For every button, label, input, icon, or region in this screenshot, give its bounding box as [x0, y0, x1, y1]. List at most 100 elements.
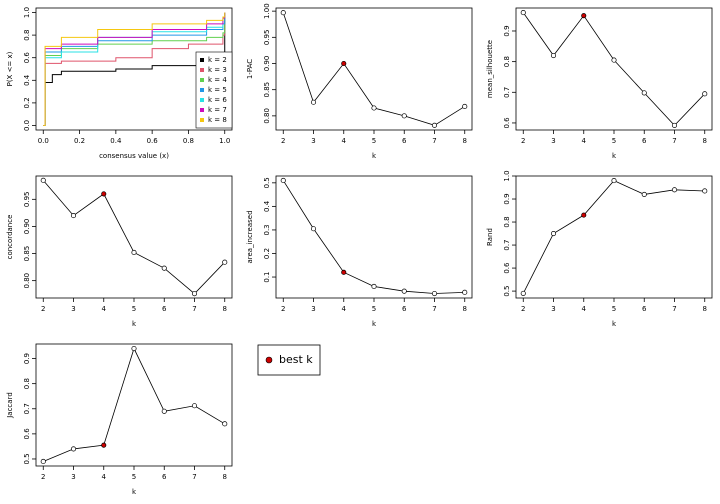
metric-line [282, 180, 465, 294]
x-axis-label: consensus value (x) [99, 152, 169, 160]
point [70, 446, 77, 452]
panel: 2 3 4 5 6 7 8 0.5 0.6 0.7 0.8 0.9 k Jaccard [6, 343, 233, 496]
y-tick-label: 0.8 [23, 30, 31, 41]
legend-label: k = 2 [208, 56, 227, 64]
point [131, 345, 137, 352]
point [401, 288, 407, 294]
metric-line [522, 12, 706, 126]
x-tick-label: 4 [342, 137, 347, 145]
legend-label: k = 3 [208, 66, 227, 74]
point [520, 290, 526, 296]
y-tick-label: 0.5 [503, 286, 511, 297]
point [371, 283, 377, 290]
x-axis-label: k [372, 152, 377, 160]
point [671, 122, 678, 128]
legend-label: best k [279, 353, 313, 366]
x-tick-label: 6 [162, 305, 167, 313]
x-tick-label: 0.6 [147, 137, 159, 145]
x-tick-label: 8 [703, 305, 707, 313]
y-tick-label: 0.8 [503, 56, 511, 67]
x-tick-label: 5 [372, 305, 376, 313]
best-point [341, 269, 347, 275]
best-point [101, 191, 107, 197]
ecdf-line [43, 12, 226, 126]
point [70, 213, 77, 219]
x-tick-label: 7 [672, 305, 676, 313]
y-tick-label: 0.2 [263, 248, 271, 259]
point [611, 57, 617, 63]
x-tick-label: 7 [672, 137, 676, 145]
x-tick-label: 8 [463, 137, 467, 145]
point [671, 187, 678, 193]
legend-swatch [200, 58, 204, 62]
point [161, 265, 167, 271]
x-tick-label: 2 [41, 473, 45, 481]
y-tick-label: 0.7 [503, 87, 511, 98]
x-tick-label: 0.4 [110, 137, 122, 145]
y-tick-label: 0.5 [263, 177, 271, 188]
x-tick-label: 3 [551, 305, 555, 313]
point [641, 191, 647, 197]
ecdf-line [43, 12, 226, 126]
x-tick-label: 4 [102, 305, 107, 313]
best-point [581, 13, 587, 19]
metric-line [43, 347, 225, 462]
legend-label: k = 4 [208, 76, 227, 84]
best-point [581, 212, 587, 218]
y-tick-label: 0.85 [263, 82, 271, 98]
point [280, 177, 286, 184]
point [40, 177, 46, 183]
y-tick-label: 0.90 [263, 56, 271, 72]
plot-frame [275, 175, 473, 299]
y-tick-label: 0.1 [263, 271, 271, 282]
point [40, 458, 46, 465]
panel: 2 3 4 5 6 7 8 0.80 0.85 0.90 0.95 1.00 k 1-PAC [246, 3, 473, 160]
point [550, 52, 557, 59]
y-tick-label: 0.85 [23, 246, 31, 262]
point [191, 403, 198, 409]
y-tick-label: 0.4 [23, 74, 31, 86]
best-point [101, 442, 107, 448]
plot-frame [35, 343, 233, 467]
x-tick-label: 5 [612, 305, 616, 313]
point [161, 408, 167, 414]
x-tick-label: 5 [132, 473, 136, 481]
y-tick-label: 0.7 [23, 403, 31, 414]
x-tick-label: 2 [41, 305, 45, 313]
legend-label: k = 7 [208, 106, 227, 114]
panel: 2 3 4 5 6 7 8 0.1 0.2 0.3 0.4 0.5 k area_increased [246, 175, 473, 328]
point [222, 421, 228, 427]
y-tick-label: 0.5 [23, 453, 31, 464]
legend-marker [265, 356, 273, 364]
point [462, 289, 468, 295]
y-tick-label: 1.0 [503, 170, 511, 181]
legend-swatch [200, 68, 204, 72]
x-tick-label: 5 [372, 137, 376, 145]
y-tick-label: 0.8 [23, 378, 31, 389]
plot-frame [275, 7, 473, 131]
point [431, 290, 438, 297]
x-tick-label: 4 [582, 305, 587, 313]
x-tick-label: 2 [281, 137, 285, 145]
x-tick-label: 5 [132, 305, 136, 313]
point [222, 259, 228, 265]
y-axis-label: mean_silhouette [486, 40, 494, 98]
y-tick-label: 0.7 [503, 239, 511, 250]
x-axis-label: k [372, 320, 377, 328]
x-tick-label: 8 [223, 473, 227, 481]
x-tick-label: 0.0 [38, 137, 49, 145]
x-axis-label: k [612, 320, 617, 328]
panel: 2 3 4 5 6 7 8 0.80 0.85 0.90 0.95 k concordance [6, 175, 233, 328]
x-tick-label: 8 [703, 137, 707, 145]
legend-swatch [200, 98, 204, 102]
y-tick-label: 0.95 [263, 30, 271, 46]
x-tick-label: 4 [102, 473, 107, 481]
y-tick-label: 0.9 [503, 25, 511, 36]
metric-line [42, 180, 226, 295]
point [310, 226, 317, 232]
y-tick-label: 0.4 [263, 200, 271, 212]
x-tick-label: 0.8 [183, 137, 194, 145]
point [191, 291, 198, 297]
plot-frame [515, 7, 713, 131]
y-tick-label: 0.80 [23, 273, 31, 289]
